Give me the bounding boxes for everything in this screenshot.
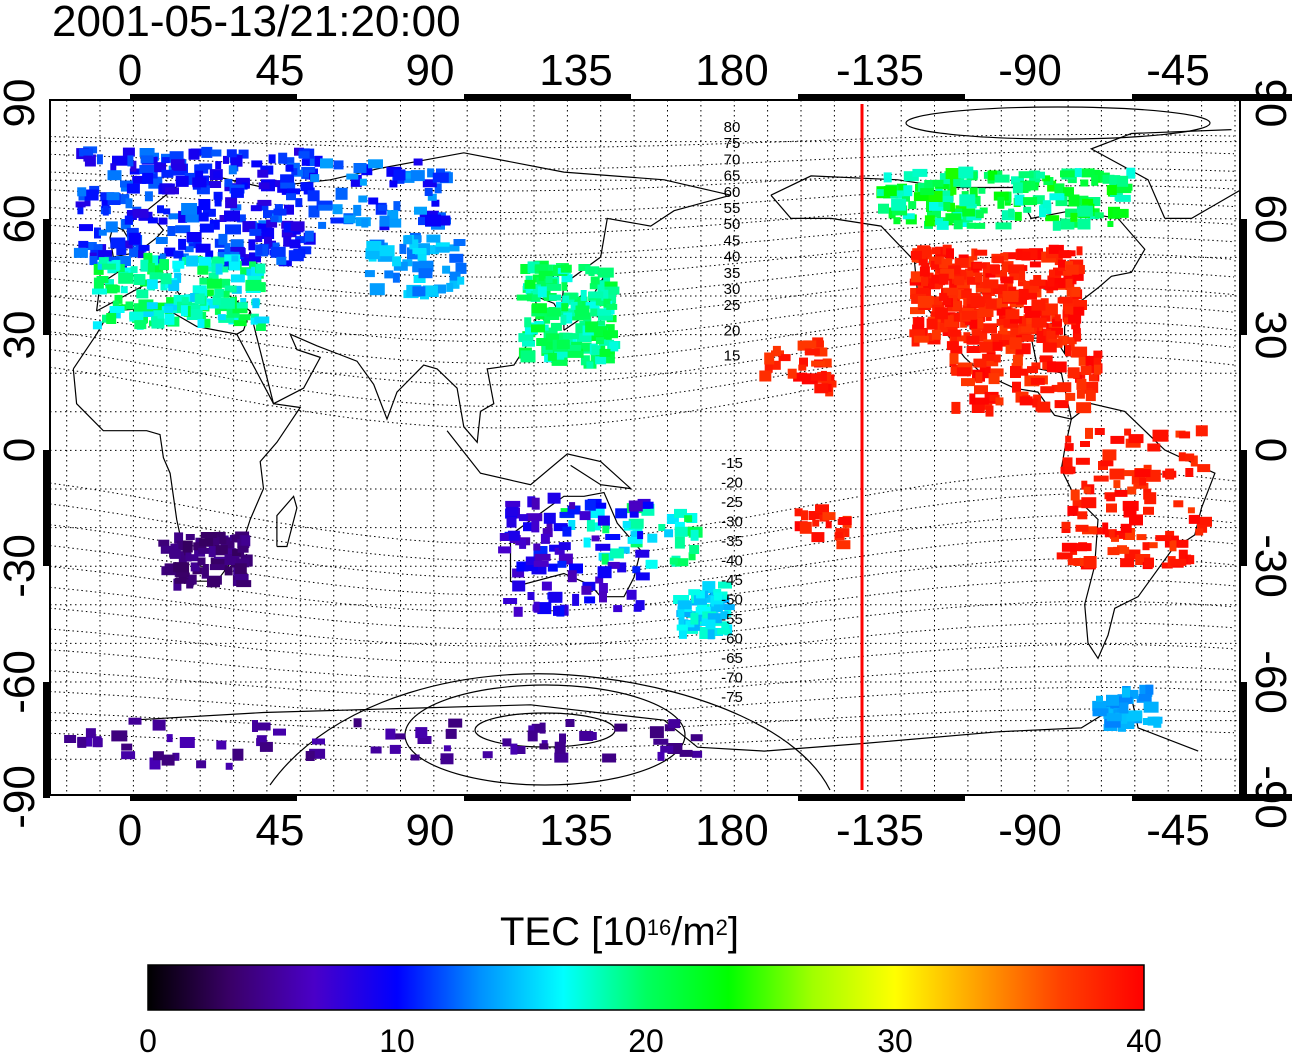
bottom-lon-label: -135 bbox=[836, 806, 924, 855]
colorbar-tick-label: 20 bbox=[628, 1023, 664, 1057]
top-lon-label: 0 bbox=[118, 46, 142, 95]
contour-label: -15 bbox=[721, 455, 743, 472]
bottom-lon-label: 90 bbox=[406, 806, 455, 855]
contour-label: -55 bbox=[721, 611, 743, 628]
contour-label: -25 bbox=[721, 494, 743, 511]
right-lat-label: 30 bbox=[1246, 311, 1292, 360]
contour-label: 55 bbox=[724, 200, 741, 217]
contour-label: -40 bbox=[721, 553, 743, 570]
contour-label: 25 bbox=[724, 297, 741, 314]
top-lon-label: 45 bbox=[256, 46, 305, 95]
contour-label: 45 bbox=[724, 232, 741, 249]
left-lat-label: 0 bbox=[0, 438, 44, 462]
left-lat-label: -30 bbox=[0, 534, 44, 598]
left-lat-label: 90 bbox=[0, 79, 44, 128]
right-lat-label: 60 bbox=[1246, 195, 1292, 244]
bottom-lon-label: -45 bbox=[1146, 806, 1210, 855]
contour-label: 15 bbox=[724, 348, 741, 365]
colorbar-title-exp1: 16 bbox=[646, 915, 672, 940]
contour-label: 80 bbox=[724, 119, 741, 136]
colorbar-title-prefix: TEC [10 bbox=[500, 910, 647, 954]
colorbar bbox=[147, 964, 1145, 1011]
contour-label: 40 bbox=[724, 249, 741, 266]
colorbar-tick-labels: 0 10 20 30 40 bbox=[139, 1023, 1162, 1057]
contour-label: 50 bbox=[724, 216, 741, 233]
contour-label: 60 bbox=[724, 184, 741, 201]
top-lon-label: 180 bbox=[695, 46, 768, 95]
top-lon-label: 135 bbox=[539, 46, 612, 95]
bottom-lon-label: -90 bbox=[998, 806, 1062, 855]
top-lon-label: -90 bbox=[998, 46, 1062, 95]
contour-label: 75 bbox=[724, 135, 741, 152]
bottom-lon-label: 45 bbox=[256, 806, 305, 855]
colorbar-title-mid: /m bbox=[671, 910, 716, 954]
contour-label: -30 bbox=[721, 514, 743, 531]
colorbar-tick-label: 10 bbox=[379, 1023, 415, 1057]
contour-label: 35 bbox=[724, 265, 741, 282]
left-lat-label: -60 bbox=[0, 650, 44, 714]
right-lat-label: 0 bbox=[1246, 438, 1292, 462]
timestamp-title: 2001-05-13/21:20:00 bbox=[52, 0, 461, 46]
left-lat-label: 60 bbox=[0, 195, 44, 244]
colorbar-title-suffix: ] bbox=[727, 910, 740, 954]
right-lat-label: 90 bbox=[1246, 79, 1292, 128]
contour-label: -70 bbox=[721, 670, 743, 687]
frame-tick-bars bbox=[43, 94, 1292, 801]
colorbar-tick-label: 40 bbox=[1126, 1023, 1162, 1057]
colorbar-title-exp2: 2 bbox=[715, 915, 728, 940]
right-lat-label: -90 bbox=[1246, 765, 1292, 829]
contour-label: 20 bbox=[724, 322, 741, 339]
contour-label: -60 bbox=[721, 631, 743, 648]
colorbar-tick-label: 30 bbox=[877, 1023, 913, 1057]
axis-labels: 0 45 90 135 180 -135 -90 -450 45 90 135 180 -135 -90-… bbox=[0, 46, 1292, 855]
contour-label: -75 bbox=[721, 689, 743, 706]
colorbar-title: TEC [1016/m2] bbox=[500, 908, 739, 956]
contour-label: 65 bbox=[724, 168, 741, 185]
colorbar-tick-label: 0 bbox=[139, 1023, 157, 1057]
contour-label: -35 bbox=[721, 533, 743, 550]
tec-data-patches bbox=[64, 146, 1212, 770]
top-lon-label: -45 bbox=[1146, 46, 1210, 95]
top-lon-label: -135 bbox=[836, 46, 924, 95]
left-lat-label: -90 bbox=[0, 765, 44, 829]
left-lat-label: 30 bbox=[0, 311, 44, 360]
contour-label: 30 bbox=[724, 281, 741, 298]
bottom-lon-label: 135 bbox=[539, 806, 612, 855]
contour-label: -65 bbox=[721, 650, 743, 667]
contour-label: -45 bbox=[721, 572, 743, 589]
contour-label: -50 bbox=[721, 592, 743, 609]
contour-label: 70 bbox=[724, 151, 741, 168]
top-lon-label: 90 bbox=[406, 46, 455, 95]
bottom-lon-label: 0 bbox=[118, 806, 142, 855]
contour-label: -20 bbox=[721, 475, 743, 492]
right-lat-label: -60 bbox=[1246, 650, 1292, 714]
right-lat-label: -30 bbox=[1246, 534, 1292, 598]
bottom-lon-label: 180 bbox=[695, 806, 768, 855]
